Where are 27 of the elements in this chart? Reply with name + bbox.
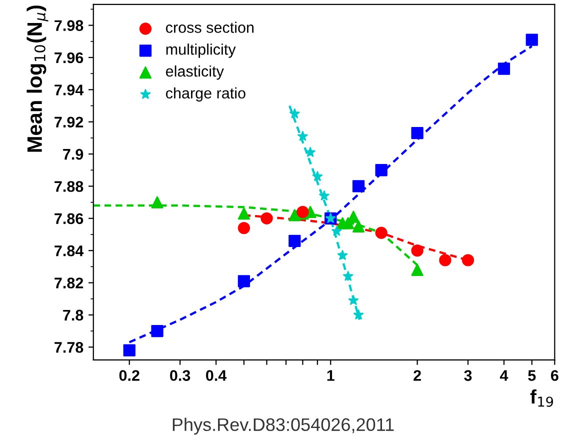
- x-tick-label: 2: [414, 370, 421, 381]
- y-tick-label: 7.88: [54, 181, 84, 192]
- y-tick-label: 7.9: [63, 148, 84, 160]
- legend-label: elasticity: [166, 65, 224, 80]
- y-tick-label: 7.94: [54, 84, 84, 96]
- y-tick-label: 7.78: [54, 342, 84, 353]
- x-tick-label: 0.2: [119, 370, 140, 381]
- x-tick-label: 0.3: [170, 370, 190, 381]
- legend-label: multiplicity: [166, 44, 236, 58]
- legend-label: charge ratio: [166, 87, 246, 102]
- x-tick-label: 0.4: [206, 370, 227, 381]
- y-tick-label: 7.8: [63, 310, 84, 321]
- y-tick-label: 7.84: [54, 245, 84, 256]
- x-tick-label: 6: [550, 370, 558, 381]
- x-axis-title: f$_{19}$: [530, 389, 554, 407]
- legend-label: cross section: [166, 22, 254, 33]
- y-tick-label: 7.96: [54, 52, 84, 64]
- y-tick-label: 7.98: [54, 20, 84, 31]
- x-tick-label: 4: [500, 370, 508, 381]
- text: Phys.Rev.D83:054026,2011: [172, 418, 394, 435]
- x-tick-label: 1: [327, 370, 334, 381]
- y-tick-label: 7.86: [54, 213, 84, 224]
- x-tick-label: 5: [528, 370, 536, 381]
- y-tick-label: 7.92: [54, 116, 84, 128]
- y-axis-title: Mean log$_{10}$(N$_{μ}$): [26, 6, 48, 152]
- x-tick-label: 3: [464, 370, 472, 381]
- y-tick-label: 7.82: [54, 278, 84, 288]
